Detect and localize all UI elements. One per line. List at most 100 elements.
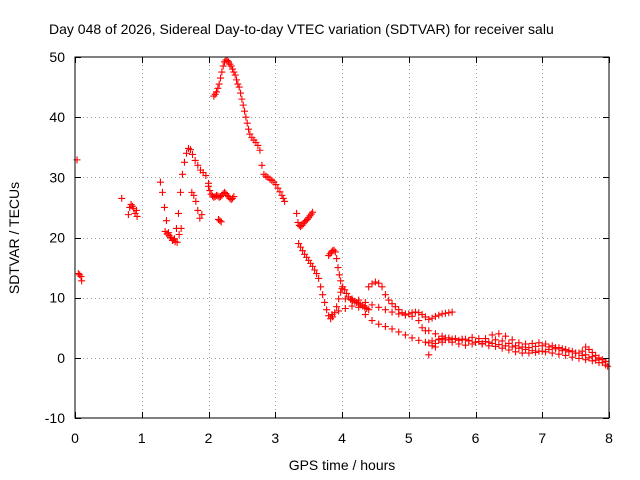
data-point — [432, 344, 439, 351]
data-point — [392, 303, 399, 310]
data-point — [535, 339, 542, 346]
data-point — [293, 210, 300, 217]
data-point — [214, 85, 221, 92]
data-point — [499, 337, 506, 344]
x-tick-label: 1 — [138, 430, 146, 446]
data-point — [205, 183, 212, 190]
data-point — [542, 340, 549, 347]
data-point — [569, 354, 576, 361]
data-point — [415, 309, 422, 316]
y-tick-label: 10 — [49, 290, 65, 306]
data-point — [552, 345, 559, 352]
axis-ticks: 0 1 2 3 4 5 6 7 8 -10 0 10 20 30 40 50 — [45, 49, 613, 446]
data-point — [337, 277, 344, 284]
data-point — [281, 198, 288, 205]
data-point — [369, 317, 376, 324]
data-point — [382, 291, 389, 298]
data-point — [472, 339, 479, 346]
series-early-group — [74, 156, 141, 284]
x-tick-label: 3 — [271, 430, 279, 446]
data-point — [439, 310, 446, 317]
data-point — [459, 336, 466, 343]
data-point — [382, 323, 389, 330]
data-point — [244, 120, 251, 127]
data-point — [234, 81, 241, 88]
chart-title: Day 048 of 2026, Sidereal Day-to-day VTE… — [49, 21, 554, 37]
data-point — [485, 339, 492, 346]
data-point — [216, 217, 223, 224]
series-arc-1-8 — [188, 189, 205, 222]
data-point — [342, 305, 349, 312]
data-point — [429, 315, 436, 322]
data-point — [125, 211, 132, 218]
data-point — [362, 311, 369, 318]
series-arc-3-3 — [293, 209, 316, 230]
x-tick-label: 2 — [205, 430, 213, 446]
x-tick-label: 7 — [538, 430, 546, 446]
data-point — [495, 341, 502, 348]
data-point — [375, 321, 382, 328]
series-arc-2-0 — [205, 183, 237, 203]
data-point — [502, 333, 509, 340]
data-point — [389, 325, 396, 332]
data-point — [334, 264, 341, 271]
data-point — [369, 301, 376, 308]
data-point — [192, 198, 199, 205]
data-point — [549, 350, 556, 357]
data-point — [217, 75, 224, 82]
data-point — [78, 277, 85, 284]
data-point — [479, 340, 486, 347]
data-point — [238, 96, 245, 103]
data-point — [389, 300, 396, 307]
x-tick-label: 5 — [405, 430, 413, 446]
data-point — [409, 334, 416, 341]
y-tick-label: 0 — [57, 350, 65, 366]
y-tick-label: 40 — [49, 109, 65, 125]
data-point — [462, 342, 469, 349]
data-point — [385, 297, 392, 304]
data-point — [372, 279, 379, 286]
data-point — [515, 339, 522, 346]
data-point — [319, 291, 326, 298]
data-point — [539, 342, 546, 349]
data-point — [242, 114, 249, 121]
data-point — [422, 339, 429, 346]
data-point — [159, 189, 166, 196]
data-point — [321, 299, 328, 306]
x-axis-label: GPS time / hours — [289, 457, 396, 473]
data-point — [237, 90, 244, 97]
y-tick-label: 20 — [49, 230, 65, 246]
data-point — [181, 159, 188, 166]
y-axis-label: SDTVAR / TECUs — [6, 182, 22, 294]
data-point — [559, 347, 566, 354]
data-point — [157, 179, 164, 186]
data-point — [415, 317, 422, 324]
data-point — [492, 343, 499, 350]
data-point — [425, 327, 432, 334]
data-point — [317, 283, 324, 290]
data-point — [402, 331, 409, 338]
data-point — [555, 351, 562, 358]
data-point — [432, 330, 439, 337]
data-point — [589, 349, 596, 356]
data-point — [118, 195, 125, 202]
data-point — [532, 343, 539, 350]
x-tick-label: 8 — [605, 430, 613, 446]
data-point — [569, 348, 576, 355]
data-point — [482, 335, 489, 342]
data-point — [505, 347, 512, 354]
data-point — [449, 309, 456, 316]
data-point — [240, 102, 247, 109]
series-peak-arc — [210, 57, 288, 205]
data-point — [333, 255, 340, 262]
data-point — [230, 69, 237, 76]
data-point — [579, 348, 586, 355]
data-point — [216, 81, 223, 88]
data-point — [445, 334, 452, 341]
data-point — [582, 351, 589, 358]
data-point — [194, 207, 201, 214]
data-point — [365, 283, 372, 290]
data-point — [419, 324, 426, 331]
data-point — [178, 225, 185, 232]
data-point — [369, 280, 376, 287]
